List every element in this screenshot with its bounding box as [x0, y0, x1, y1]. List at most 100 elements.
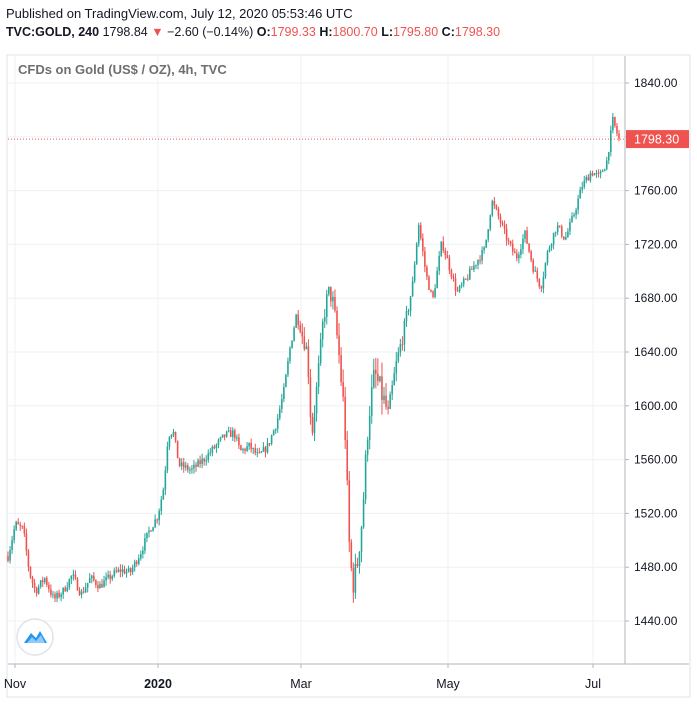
candle-body — [330, 286, 332, 302]
candle-body — [15, 522, 17, 530]
candle-body — [109, 574, 111, 579]
candle-body — [256, 452, 259, 454]
high-label: H: — [319, 25, 333, 39]
candle-body — [295, 314, 297, 328]
candle-body — [88, 578, 91, 583]
price-tick-label: 1560.00 — [634, 453, 678, 467]
candle-body — [614, 116, 616, 126]
candle-body — [248, 442, 250, 447]
time-axis[interactable]: Nov 2020 Mar May Jul — [4, 664, 601, 691]
candle-body — [364, 454, 367, 500]
time-tick-label: May — [436, 677, 460, 691]
candle-body — [70, 575, 73, 580]
candle-body — [86, 582, 89, 588]
candle-body — [513, 251, 516, 254]
time-tick-label: Mar — [290, 677, 312, 691]
candle-body — [82, 591, 85, 593]
candle-body — [366, 439, 369, 455]
candle-body — [178, 458, 181, 466]
candle-body — [309, 377, 312, 418]
candle-body — [340, 355, 342, 383]
candle-body — [325, 294, 328, 317]
price-axis[interactable]: 1440.00 1480.00 1520.00 1560.00 1600.00 1640.… — [625, 76, 678, 628]
candle-body — [252, 448, 255, 450]
candle-body — [27, 550, 30, 567]
candle-body — [244, 448, 246, 451]
candle-body — [579, 189, 581, 199]
candle-body — [323, 316, 326, 322]
candle-body — [505, 228, 508, 241]
candle-body — [332, 297, 334, 302]
candle-body — [234, 430, 236, 439]
candle-body — [166, 446, 169, 471]
candle-body — [140, 554, 142, 559]
candle-body — [127, 568, 130, 572]
candle-body — [520, 249, 522, 255]
candle-body — [240, 445, 242, 451]
candle-body — [477, 259, 479, 265]
candle-body — [397, 352, 400, 362]
price-tick-label: 1640.00 — [634, 345, 678, 359]
time-tick-label: Nov — [4, 677, 27, 691]
candle-body — [313, 413, 316, 433]
candle-body — [511, 243, 514, 252]
candle-body — [334, 297, 336, 311]
candle-body — [532, 260, 534, 272]
candle-body — [344, 396, 346, 441]
candle-body — [499, 216, 502, 223]
candle-body — [587, 177, 590, 181]
candle-body — [522, 238, 524, 250]
candle-body — [379, 376, 381, 382]
candle-body — [9, 549, 11, 561]
candle-body — [567, 231, 569, 238]
candle-body — [11, 539, 13, 550]
candle-body — [493, 200, 496, 206]
candle-body — [458, 285, 461, 292]
candle-body — [548, 247, 551, 252]
candle-body — [597, 172, 600, 174]
candle-body — [356, 564, 359, 566]
candle-body — [289, 348, 291, 362]
symbol-label: TVC:GOLD, 240 — [6, 25, 100, 39]
candle-body — [581, 186, 584, 190]
candle-body — [254, 448, 257, 454]
candle-body — [518, 254, 520, 259]
candle-body — [469, 268, 471, 280]
candle-body — [48, 584, 50, 590]
candle-body — [440, 241, 443, 256]
candle-body — [199, 460, 201, 464]
candle-body — [377, 373, 379, 382]
candle-body — [25, 533, 28, 551]
candle-body — [215, 444, 218, 449]
candle-body — [105, 577, 107, 581]
tradingview-logo-icon[interactable] — [16, 618, 54, 656]
candle-body — [191, 468, 193, 470]
candle-body — [121, 569, 124, 572]
candle-body — [52, 594, 54, 596]
candle-body — [317, 363, 320, 387]
candle-body — [305, 346, 308, 350]
candle-body — [207, 453, 210, 461]
candle-body — [193, 464, 195, 469]
price-tick-label: 1600.00 — [634, 399, 678, 413]
candle-body — [33, 582, 36, 589]
candle-body — [56, 592, 58, 599]
candle-body — [158, 510, 161, 521]
candle-body — [393, 373, 396, 386]
candle-body — [156, 519, 158, 521]
candle-body — [595, 172, 598, 174]
candle-body — [213, 446, 216, 449]
candle-body — [403, 321, 406, 345]
last-value: 1798.84 — [102, 25, 148, 39]
candle-body — [201, 458, 203, 464]
candle-body — [354, 564, 357, 593]
candle-body — [299, 324, 302, 332]
candle-body — [80, 591, 83, 595]
candle-body — [591, 173, 594, 176]
candle-body — [383, 395, 385, 401]
candle-body — [266, 443, 269, 453]
candle-body — [19, 524, 22, 526]
candle-body — [221, 434, 224, 438]
candle-body — [387, 406, 389, 409]
